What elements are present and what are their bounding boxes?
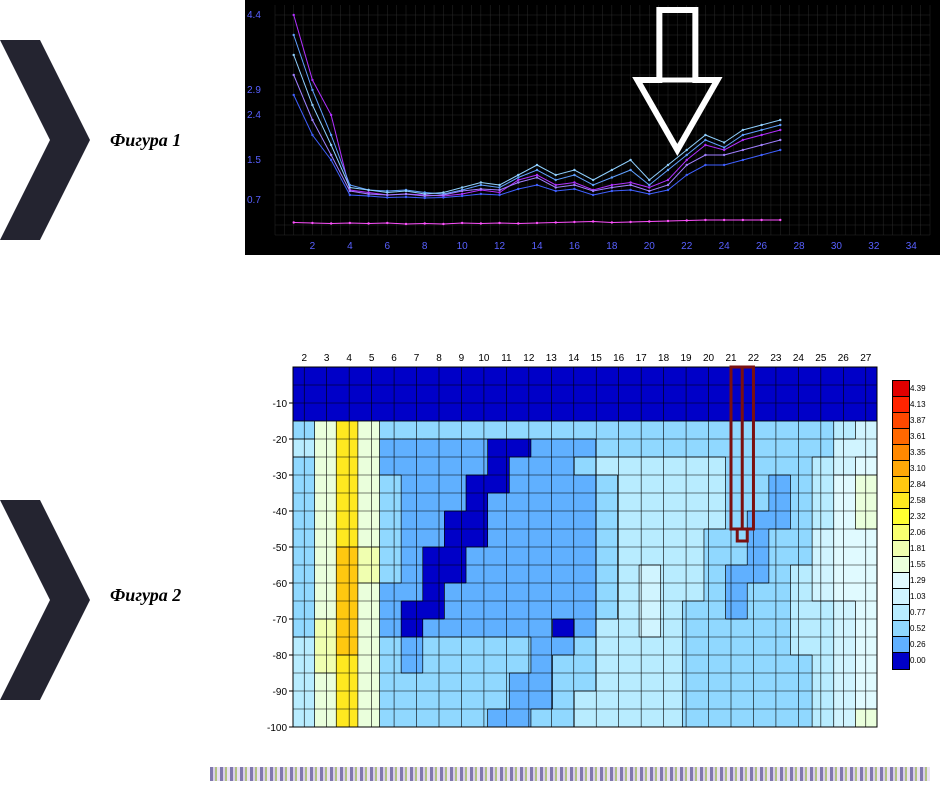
svg-text:-100: -100: [267, 723, 287, 734]
svg-text:30: 30: [831, 241, 843, 252]
svg-text:20: 20: [703, 353, 715, 364]
svg-text:4: 4: [347, 241, 353, 252]
svg-text:4: 4: [346, 353, 352, 364]
legend-value: 2.32: [910, 512, 926, 521]
legend-swatch: [892, 652, 910, 670]
svg-text:16: 16: [613, 353, 625, 364]
svg-text:21: 21: [725, 353, 737, 364]
svg-text:-70: -70: [273, 615, 288, 626]
svg-text:7: 7: [414, 353, 420, 364]
figure-1-label: Фигура 1: [110, 130, 181, 151]
svg-text:16: 16: [569, 241, 581, 252]
svg-text:-90: -90: [273, 687, 288, 698]
svg-text:32: 32: [868, 241, 880, 252]
legend-value: 4.13: [910, 400, 926, 409]
line-chart: 2468101214161820222426283032340.71.52.42…: [245, 0, 940, 255]
svg-text:-30: -30: [273, 471, 288, 482]
svg-text:4.4: 4.4: [247, 10, 261, 21]
svg-text:26: 26: [838, 353, 850, 364]
legend-value: 1.29: [910, 576, 926, 585]
legend-value: 2.58: [910, 496, 926, 505]
svg-text:12: 12: [494, 241, 506, 252]
svg-text:28: 28: [793, 241, 805, 252]
svg-text:22: 22: [748, 353, 760, 364]
color-legend: 4.394.133.873.613.353.102.842.582.322.06…: [892, 380, 920, 690]
svg-text:14: 14: [568, 353, 580, 364]
chevron-figure-1: [0, 40, 90, 240]
svg-text:11: 11: [501, 353, 512, 364]
svg-text:18: 18: [606, 241, 618, 252]
svg-text:5: 5: [369, 353, 375, 364]
legend-value: 0.00: [910, 656, 926, 665]
chevron-icon: [0, 40, 90, 240]
legend-value: 3.61: [910, 432, 926, 441]
figure-2-label: Фигура 2: [110, 585, 181, 606]
svg-text:24: 24: [719, 241, 731, 252]
svg-text:-80: -80: [273, 651, 288, 662]
chevron-figure-2: [0, 500, 90, 700]
legend-value: 0.26: [910, 640, 926, 649]
svg-text:24: 24: [793, 353, 805, 364]
decorative-strip: [210, 767, 930, 781]
svg-text:27: 27: [860, 353, 872, 364]
svg-text:8: 8: [422, 241, 428, 252]
legend-value: 1.81: [910, 544, 926, 553]
legend-value: 3.87: [910, 416, 926, 425]
svg-text:0.7: 0.7: [247, 195, 261, 206]
legend-value: 1.03: [910, 592, 926, 601]
svg-text:2: 2: [301, 353, 307, 364]
svg-text:19: 19: [681, 353, 693, 364]
svg-text:2.9: 2.9: [247, 85, 261, 96]
svg-text:17: 17: [636, 353, 648, 364]
svg-text:34: 34: [906, 241, 918, 252]
legend-value: 2.06: [910, 528, 926, 537]
svg-text:2.4: 2.4: [247, 110, 261, 121]
legend-value: 2.84: [910, 480, 926, 489]
svg-text:25: 25: [815, 353, 827, 364]
svg-text:-60: -60: [273, 579, 288, 590]
line-chart-svg: 2468101214161820222426283032340.71.52.42…: [245, 0, 940, 255]
chevron-icon: [0, 500, 90, 700]
svg-text:15: 15: [591, 353, 603, 364]
svg-text:20: 20: [644, 241, 656, 252]
svg-text:14: 14: [531, 241, 543, 252]
svg-text:26: 26: [756, 241, 768, 252]
legend-value: 0.77: [910, 608, 926, 617]
svg-text:-20: -20: [273, 435, 288, 446]
legend-value: 4.39: [910, 384, 926, 393]
svg-text:2: 2: [310, 241, 316, 252]
svg-text:23: 23: [770, 353, 782, 364]
svg-text:18: 18: [658, 353, 670, 364]
svg-text:8: 8: [436, 353, 442, 364]
heatmap-chart-svg: 2345678910111213141516171819202122232425…: [245, 345, 885, 735]
heatmap-chart: 2345678910111213141516171819202122232425…: [245, 345, 885, 735]
svg-text:10: 10: [478, 353, 490, 364]
legend-value: 1.55: [910, 560, 926, 569]
legend-value: 3.10: [910, 464, 926, 473]
svg-text:13: 13: [546, 353, 558, 364]
legend-value: 3.35: [910, 448, 926, 457]
svg-text:12: 12: [523, 353, 535, 364]
svg-text:6: 6: [391, 353, 397, 364]
svg-text:9: 9: [459, 353, 465, 364]
svg-text:1.5: 1.5: [247, 155, 261, 166]
page-root: Фигура 1 2468101214161820222426283032340…: [0, 0, 940, 788]
svg-text:22: 22: [681, 241, 693, 252]
svg-text:-40: -40: [273, 507, 288, 518]
svg-text:3: 3: [324, 353, 330, 364]
svg-text:10: 10: [457, 241, 469, 252]
legend-value: 0.52: [910, 624, 926, 633]
svg-text:6: 6: [385, 241, 391, 252]
svg-text:-10: -10: [273, 399, 288, 410]
svg-text:-50: -50: [273, 543, 288, 554]
